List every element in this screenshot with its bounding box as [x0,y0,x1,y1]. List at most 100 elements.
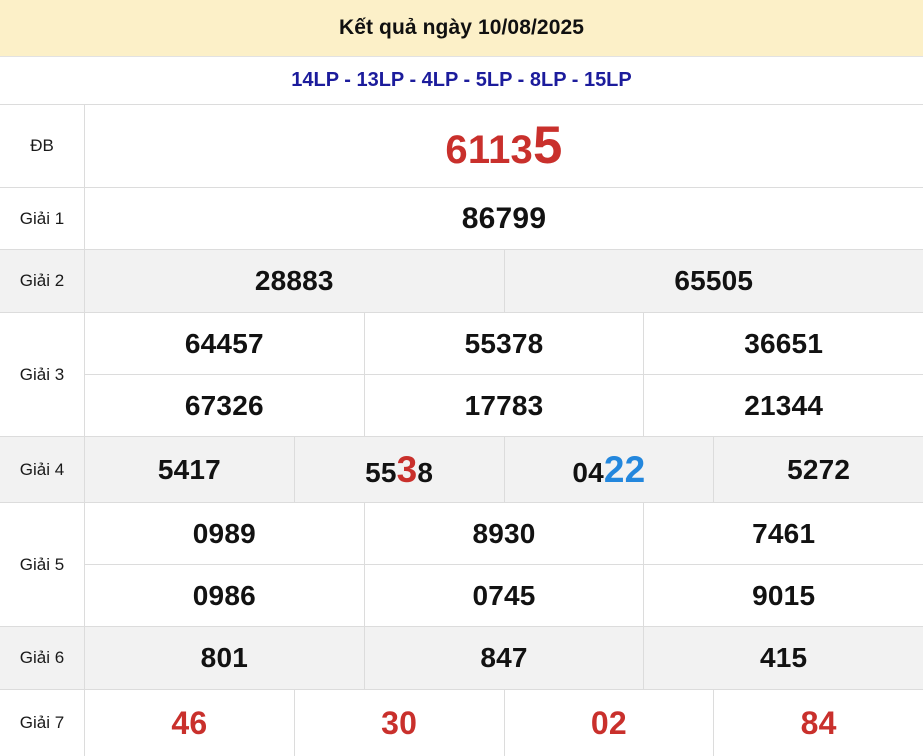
prize-number-cell[interactable]: 5538 [295,437,505,502]
number-segment: 847 [480,642,528,673]
prize-row-giai-1: Giải 1 86799 [0,188,923,250]
prize-number: 0989 [192,517,256,549]
province-code-bar: 14LP - 13LP - 4LP - 5LP - 8LP - 15LP [0,57,923,105]
prize-number: 0745 [472,579,536,611]
prize-number-cell[interactable]: 55378 [365,313,645,374]
prize-number-cell[interactable]: 67326 [85,375,365,436]
number-segment: 55378 [464,327,544,359]
prize-number-cell[interactable]: 5417 [85,437,295,502]
prize-number-cell[interactable]: 17783 [365,375,645,436]
prize-line: 28883 65505 [85,250,923,312]
number-segment: 7461 [752,517,816,549]
number-segment: 02 [590,705,627,741]
number-segment: 8 [417,456,434,488]
number-segment: 0986 [192,579,256,611]
number-segment: 9015 [752,579,816,611]
prize-line: 46 30 02 84 [85,690,923,756]
prize-label-giai-4: Giải 4 [0,437,85,502]
number-segment: 67326 [184,389,264,421]
prize-number-cell[interactable]: 847 [365,627,645,689]
prize-line: 801 847 415 [85,627,923,689]
prize-number-cell[interactable]: 801 [85,627,365,689]
number-segment: 0989 [192,517,256,549]
prize-line: 5417 5538 0422 5272 [85,437,923,502]
number-segment: 3 [396,448,418,490]
prize-line: 0989 8930 7461 [85,503,923,565]
prize-number-cell[interactable]: 65505 [505,250,923,312]
prize-row-db: ĐB 61135 [0,105,923,188]
prize-number: 36651 [744,327,824,359]
prize-number: 28883 [255,267,334,295]
number-segment: 801 [200,642,248,673]
prize-row-giai-3: Giải 3 64457 55378 36651 67326 17783 21344 [0,313,923,437]
prize-values-giai-4: 5417 5538 0422 5272 [85,437,923,502]
province-codes: 14LP - 13LP - 4LP - 5LP - 8LP - 15LP [291,69,632,91]
prize-number-cell[interactable]: 61135 [85,105,923,187]
prize-number-cell[interactable]: 86799 [85,188,923,249]
prize-number-cell[interactable]: 0422 [505,437,715,502]
number-segment: 30 [381,705,418,741]
prize-number: 64457 [185,329,264,358]
number-segment: 6113 [445,128,533,172]
prize-row-giai-4: Giải 4 5417 5538 0422 5272 [0,437,923,503]
prize-line: 86799 [85,188,923,249]
prize-number-cell[interactable]: 0986 [85,565,365,626]
prize-line: 0986 0745 9015 [85,565,923,626]
prize-number-cell[interactable]: 36651 [644,313,923,374]
prize-number: 5417 [157,453,221,485]
prize-number-cell[interactable]: 30 [295,690,505,756]
prize-label-db: ĐB [0,105,85,187]
prize-number-cell[interactable]: 28883 [85,250,505,312]
number-segment: 22 [603,448,646,490]
prize-values-giai-1: 86799 [85,188,923,249]
prize-number-cell[interactable]: 02 [505,690,715,756]
prize-number: 17783 [465,391,544,420]
prize-number-cell[interactable]: 0745 [365,565,645,626]
prize-label-giai-2: Giải 2 [0,250,85,312]
prize-row-giai-2: Giải 2 28883 65505 [0,250,923,313]
number-segment: 36651 [744,327,824,359]
prize-number: 5538 [365,451,434,488]
prize-number: 30 [381,707,417,739]
prize-number-cell[interactable]: 5272 [714,437,923,502]
prize-label-giai-3: Giải 3 [0,313,85,436]
prize-number-cell[interactable]: 84 [714,690,923,756]
number-segment: 86799 [461,201,547,235]
prize-number: 847 [480,644,527,672]
prize-row-giai-6: Giải 6 801 847 415 [0,627,923,690]
prize-number-cell[interactable]: 9015 [644,565,923,626]
prize-number: 9015 [752,579,816,611]
prize-number-cell[interactable]: 7461 [644,503,923,564]
prize-number: 415 [760,644,807,672]
number-segment: 84 [800,705,837,741]
prize-number-cell[interactable]: 21344 [644,375,923,436]
prize-label-giai-5: Giải 5 [0,503,85,626]
prize-number-cell[interactable]: 8930 [365,503,645,564]
number-segment: 21344 [744,389,824,421]
result-table: ĐB 61135 Giải 1 86799 Giải 2 28883 65505 Giải 3… [0,105,923,756]
prize-number: 02 [591,707,627,739]
prize-number: 7461 [752,517,816,549]
prize-number: 55378 [464,327,544,359]
prize-values-db: 61135 [85,105,923,187]
number-segment: 415 [760,642,808,673]
prize-number-cell[interactable]: 64457 [85,313,365,374]
prize-number-cell[interactable]: 46 [85,690,295,756]
prize-number: 84 [801,707,837,739]
prize-number: 21344 [744,389,824,421]
prize-row-giai-7: Giải 7 46 30 02 84 [0,690,923,756]
prize-number: 46 [171,707,207,739]
number-segment: 65505 [674,265,754,296]
prize-values-giai-3: 64457 55378 36651 67326 17783 21344 [85,313,923,436]
prize-number: 8930 [472,519,535,548]
prize-values-giai-7: 46 30 02 84 [85,690,923,756]
prize-number: 65505 [674,267,753,295]
number-segment: 5417 [157,453,221,485]
page-title: Kết quả ngày 10/08/2025 [338,16,585,39]
number-segment: 0745 [472,579,536,611]
prize-number-cell[interactable]: 415 [644,627,923,689]
prize-label-giai-6: Giải 6 [0,627,85,689]
prize-number-cell[interactable]: 0989 [85,503,365,564]
number-segment: 55 [365,456,397,488]
